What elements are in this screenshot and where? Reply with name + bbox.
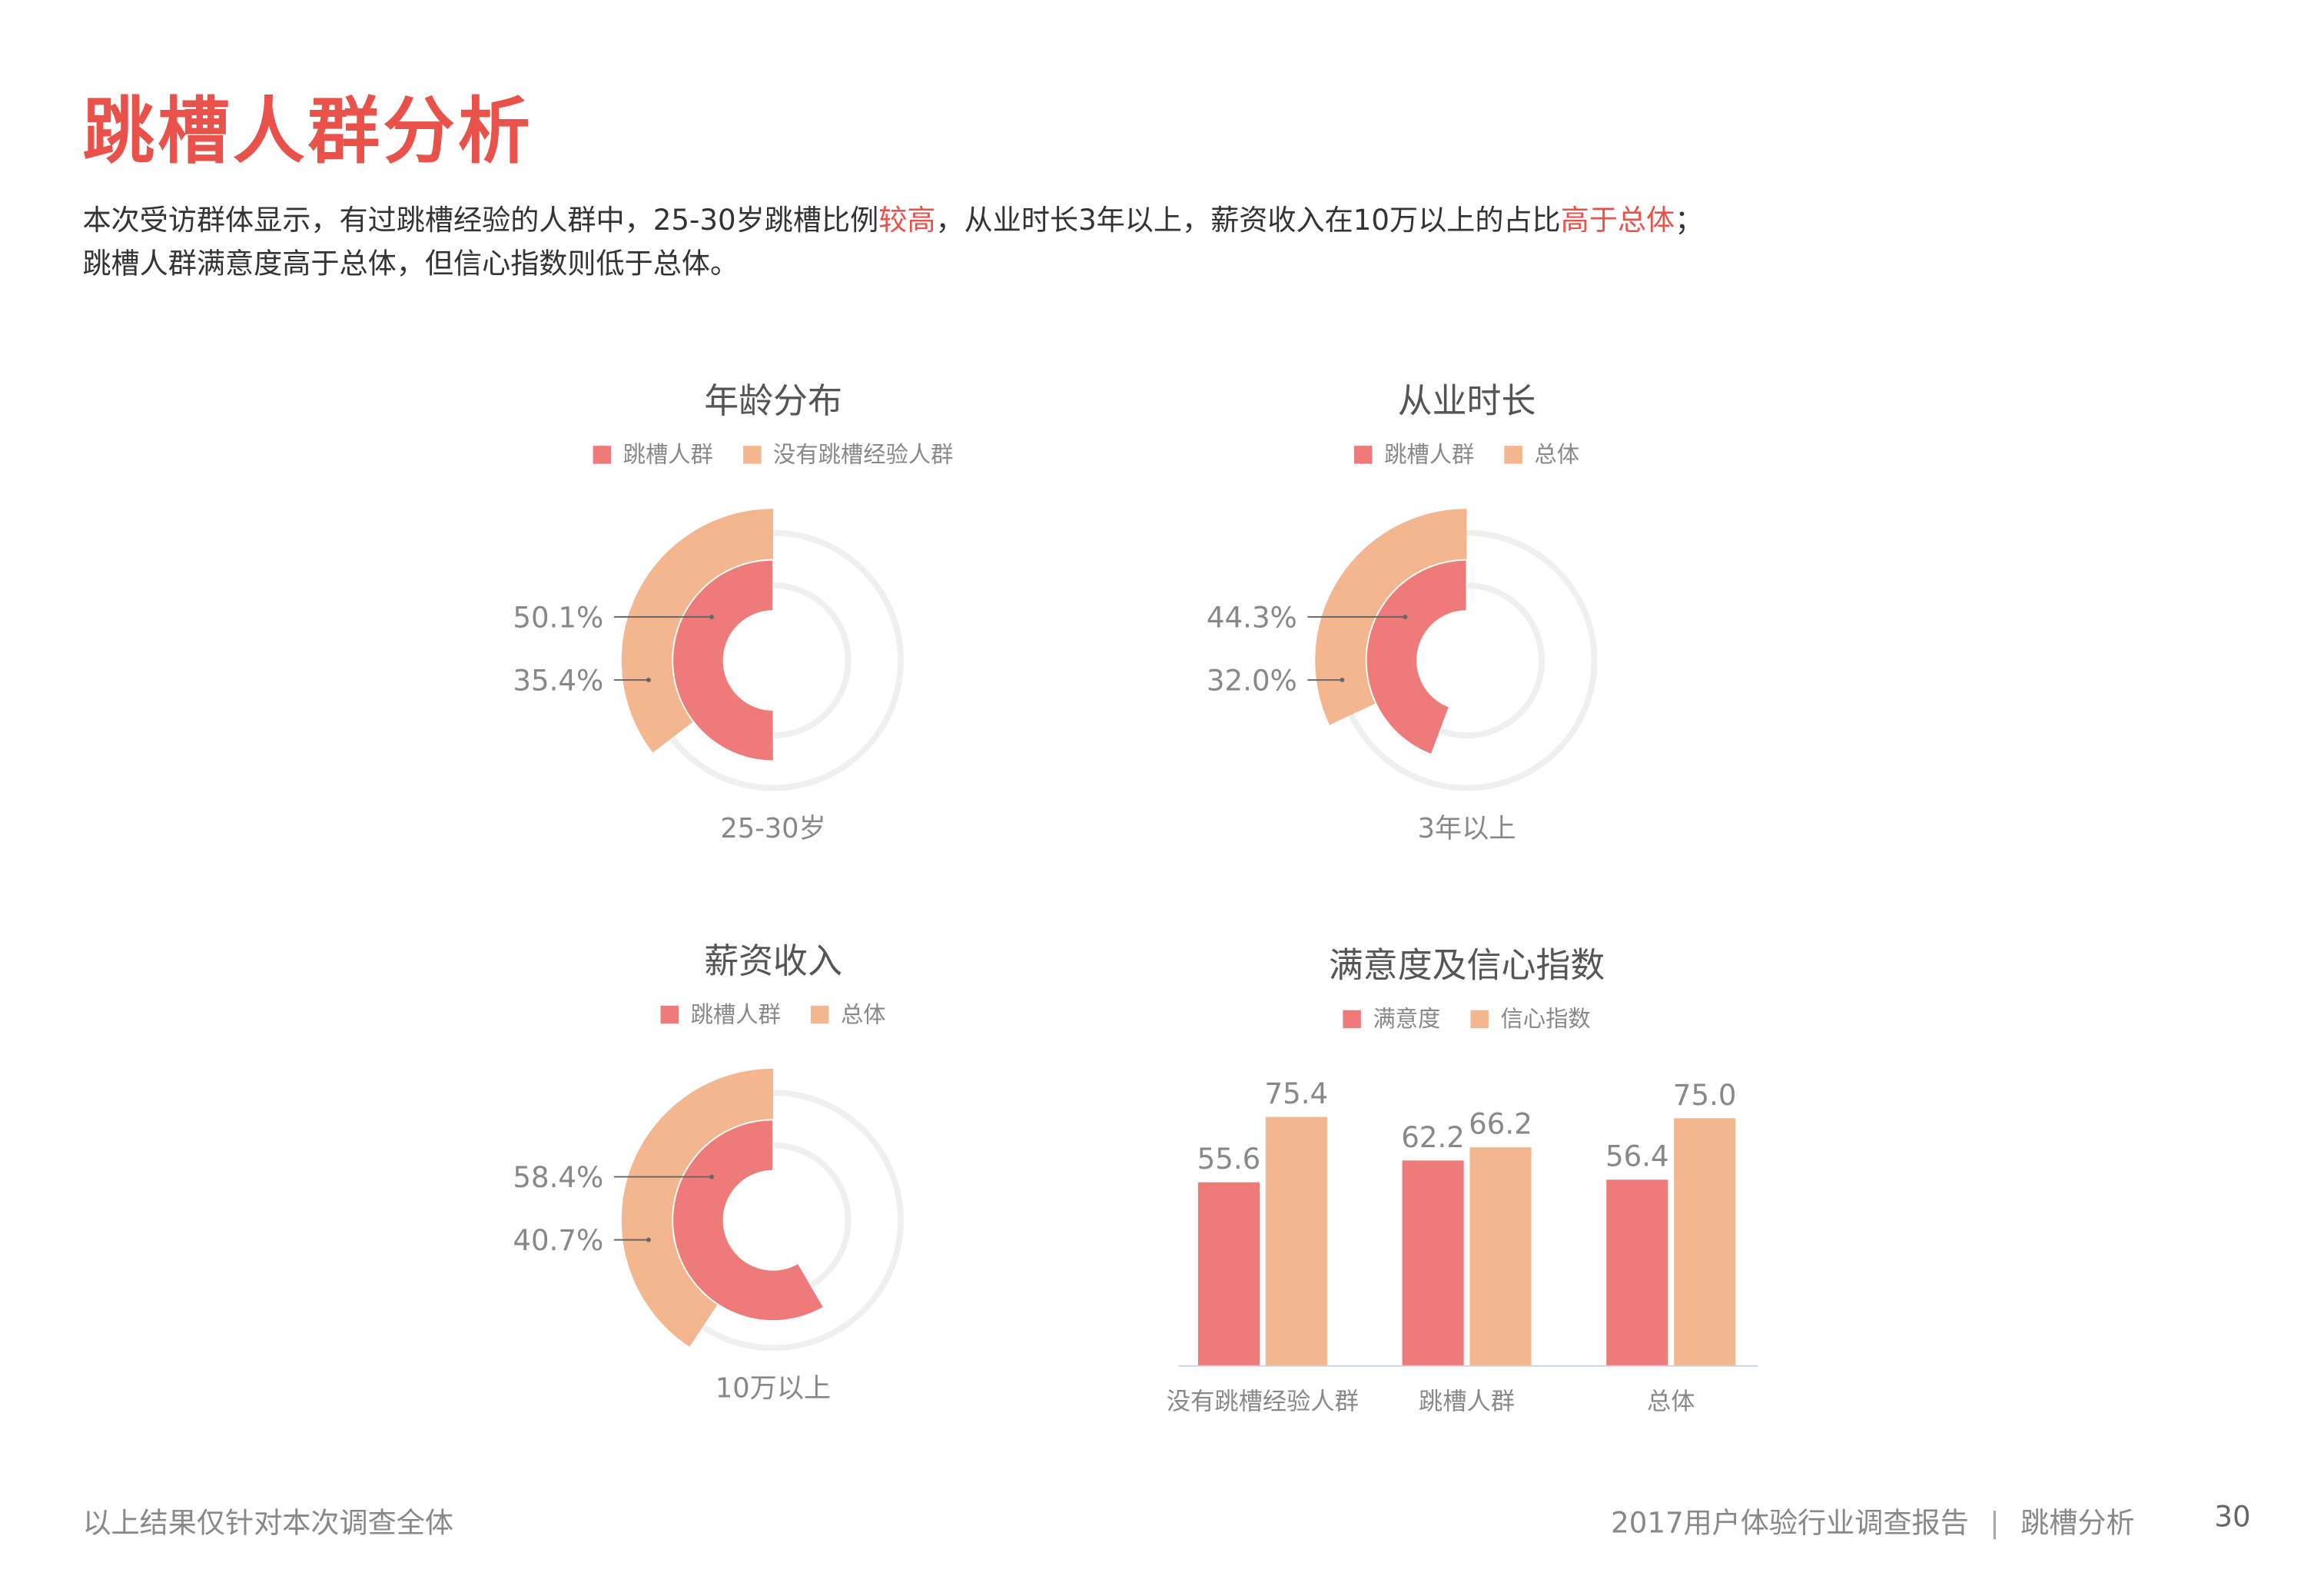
chart-title: 年龄分布 (704, 380, 842, 421)
footer-report: 2017用户体验行业调查报告 | 跳槽分析 (1611, 1501, 2135, 1542)
legend-swatch (810, 1005, 829, 1024)
bar (1265, 1116, 1327, 1366)
value-label: 32.0% (1207, 665, 1297, 698)
bar-value-label: 75.4 (1265, 1077, 1329, 1110)
value-label: 40.7% (513, 1224, 603, 1257)
legend-label: 没有跳槽经验人群 (773, 442, 953, 468)
category-label: 3年以上 (1418, 813, 1516, 844)
summary-text: 本次受访群体显示，有过跳槽经验的人群中，25-30岁跳槽比例 (82, 204, 879, 237)
highlight-text: 较高 (878, 204, 936, 237)
chart-title: 满意度及信心指数 (1329, 945, 1605, 986)
legend-swatch (1343, 1010, 1361, 1029)
footer-note: 以上结果仅针对本次调查全体 (82, 1507, 453, 1541)
summary-line-2: 跳槽人群满意度高于总体，但信心指数则低于总体。 (82, 247, 739, 281)
legend-label: 总体 (841, 1001, 886, 1027)
highlight-text: 高于总体 (1560, 204, 1675, 237)
leader-dot (1403, 614, 1408, 619)
chart-title: 从业时长 (1398, 380, 1536, 421)
leader-dot (709, 1174, 714, 1179)
legend-label: 总体 (1534, 442, 1579, 468)
bar-value-label: 75.0 (1673, 1079, 1737, 1112)
legend-label: 跳槽人群 (623, 442, 713, 468)
outer-ring-arc (1315, 509, 1467, 725)
legend-label: 跳槽人群 (691, 1001, 781, 1027)
bar-value-label: 66.2 (1469, 1108, 1532, 1141)
leader-dot (646, 678, 651, 682)
summary-text: ； (1675, 204, 1704, 237)
legend-swatch (742, 446, 762, 464)
outer-ring-arc (621, 509, 774, 753)
bar (1606, 1179, 1668, 1366)
inner-ring-arc (672, 1119, 825, 1322)
leader-dot (646, 1237, 651, 1242)
bar-value-label: 62.2 (1401, 1121, 1465, 1154)
category-label: 25-30岁 (720, 813, 825, 844)
section-name: 跳槽分析 (2020, 1507, 2135, 1541)
legend-swatch (660, 1005, 679, 1024)
report-title: 2017用户体验行业调查报告 (1611, 1507, 1969, 1541)
inner-ring-arc (672, 559, 775, 762)
divider: | (1990, 1507, 2000, 1541)
legend-label: 信心指数 (1501, 1006, 1591, 1032)
value-label: 58.4% (513, 1161, 603, 1194)
page-number: 30 (2214, 1501, 2251, 1534)
x-tick-label: 没有跳槽经验人群 (1167, 1388, 1359, 1415)
bar (1674, 1118, 1736, 1366)
leader-dot (709, 614, 714, 619)
chart-title: 薪资收入 (704, 940, 842, 981)
legend-swatch (593, 446, 612, 464)
legend-label: 跳槽人群 (1384, 442, 1474, 468)
leader-dot (1340, 678, 1345, 682)
page-title: 跳槽人群分析 (82, 90, 533, 174)
inner-ring-arc (1365, 559, 1468, 756)
summary-text: ，从业时长3年以上，薪资收入在10万以上的占比 (935, 204, 1561, 237)
outer-ring-arc (621, 1068, 774, 1347)
x-tick-label: 跳槽人群 (1419, 1388, 1515, 1415)
legend-swatch (1354, 446, 1373, 464)
x-tick-label: 总体 (1647, 1388, 1695, 1415)
summary-line-1: 本次受访群体显示，有过跳槽经验的人群中，25-30岁跳槽比例较高，从业时长3年以… (82, 198, 1703, 239)
value-label: 35.4% (513, 665, 603, 698)
value-label: 50.1% (513, 602, 603, 635)
legend-swatch (1470, 1010, 1489, 1029)
bar-value-label: 55.6 (1197, 1143, 1261, 1176)
legend-swatch (1504, 446, 1522, 464)
bar (1197, 1182, 1260, 1366)
value-label: 44.3% (1207, 602, 1297, 635)
category-label: 10万以上 (715, 1373, 831, 1405)
legend-label: 满意度 (1373, 1006, 1440, 1032)
bar (1402, 1160, 1464, 1366)
bar-value-label: 56.4 (1605, 1140, 1669, 1173)
bar (1469, 1147, 1532, 1366)
